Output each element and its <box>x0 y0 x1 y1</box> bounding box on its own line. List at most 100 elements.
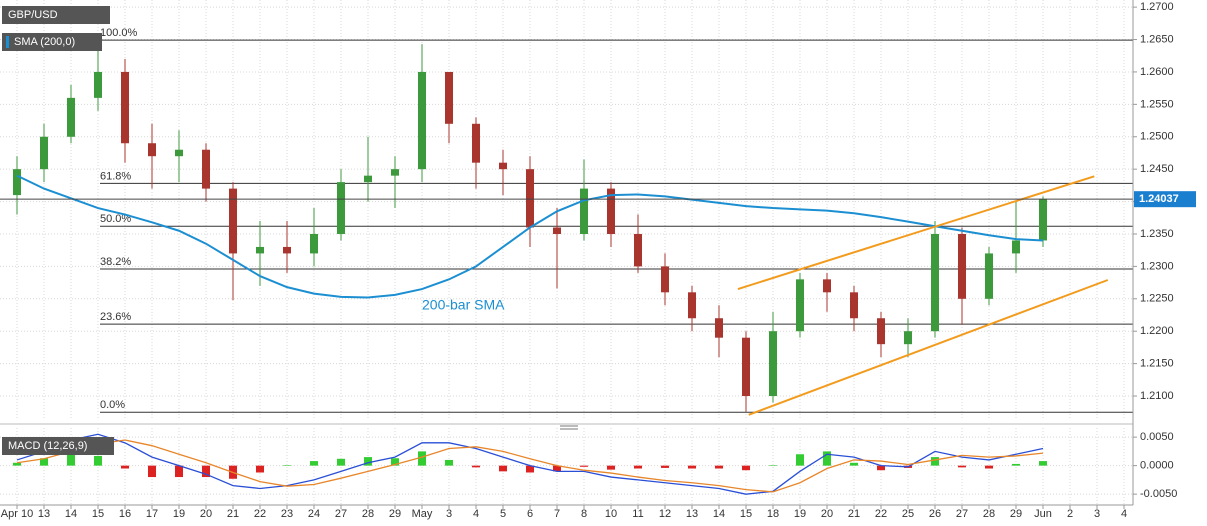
candle-body <box>1039 199 1047 241</box>
candle-body <box>418 71 426 170</box>
histogram-bar <box>688 465 696 469</box>
histogram-bar <box>634 465 642 469</box>
histogram-bar <box>94 455 102 466</box>
last-price-box <box>1134 191 1196 208</box>
annotation: 200-bar SMA <box>422 297 505 313</box>
candle-body <box>715 318 723 338</box>
x-tick-label: 17 <box>146 508 158 520</box>
y-tick-label: -0.0050 <box>1140 488 1177 500</box>
x-tick-label: 12 <box>659 508 671 520</box>
candle-body <box>877 318 885 345</box>
histogram-bar <box>499 465 507 472</box>
x-tick-label: 8 <box>581 508 587 520</box>
candle-body <box>337 182 345 234</box>
candle-body <box>310 233 318 254</box>
histogram-bar <box>661 465 669 468</box>
x-tick-label: 13 <box>38 508 50 520</box>
candle-body <box>796 279 804 332</box>
sma-line <box>16 174 1044 299</box>
candle-body <box>445 71 453 124</box>
histogram-bar <box>580 465 588 467</box>
x-tick-label: 10 <box>605 508 617 520</box>
fib-label: 23.6% <box>100 311 131 323</box>
y-tick-label: 1.2150 <box>1140 358 1174 370</box>
candle-body <box>256 246 264 254</box>
candle-body <box>661 266 669 293</box>
histogram-bar <box>553 465 561 472</box>
y-tick-label: 0.0000 <box>1140 460 1174 472</box>
y-tick-label: 1.2100 <box>1140 390 1174 402</box>
histogram-bar <box>850 462 858 466</box>
candle-body <box>472 123 480 163</box>
candle-body <box>364 175 372 183</box>
macd-panel <box>13 433 1047 495</box>
x-tick-label: 29 <box>389 508 401 520</box>
x-tick-label: 14 <box>65 508 77 520</box>
histogram-bar <box>67 454 75 466</box>
macd-label: MACD (12,26,9) <box>8 440 87 452</box>
candle-body <box>40 136 48 170</box>
y-tick-label: 1.2550 <box>1140 98 1174 110</box>
y-tick-label: 1.2300 <box>1140 260 1174 272</box>
candle-body <box>121 71 129 144</box>
candle-body <box>175 149 183 157</box>
histogram-bar <box>148 465 156 478</box>
x-tick-label: 4 <box>473 508 479 520</box>
macd-line <box>16 433 1044 495</box>
histogram-bar <box>310 461 318 466</box>
candle-body <box>94 71 102 98</box>
histogram-bar <box>607 465 615 470</box>
candle-body <box>904 331 912 345</box>
y-tick-label: 1.2350 <box>1140 228 1174 240</box>
candle-body <box>283 246 291 254</box>
x-tick-label: 22 <box>875 508 887 520</box>
histogram-bar <box>202 465 210 478</box>
legend-box <box>2 33 102 51</box>
legend-label: SMA (200,0) <box>14 36 75 48</box>
legend-box <box>2 437 114 455</box>
x-tick-label: 28 <box>983 508 995 520</box>
fib-label: 38.2% <box>100 256 131 268</box>
histogram-bar <box>877 465 885 471</box>
candle-body <box>769 331 777 397</box>
histogram-bar <box>715 465 723 469</box>
histogram-bar <box>931 457 939 466</box>
candle-body <box>391 169 399 176</box>
histogram-bar <box>418 451 426 466</box>
x-tick-label: 27 <box>956 508 968 520</box>
candle-body <box>823 279 831 293</box>
y-tick-label: 1.2250 <box>1140 293 1174 305</box>
x-tick-label: May <box>412 508 433 520</box>
y-tick-label: 1.2200 <box>1140 325 1174 337</box>
fib-label: 0.0% <box>100 399 125 411</box>
x-tick-label: 6 <box>527 508 533 520</box>
candle-body <box>958 233 966 299</box>
candle-body <box>553 227 561 234</box>
candle-body <box>1012 240 1020 254</box>
histogram-bar <box>445 459 453 466</box>
x-tick-label: 7 <box>554 508 560 520</box>
x-tick-label: 21 <box>848 508 860 520</box>
histogram-bar <box>391 458 399 466</box>
histogram-bar <box>1039 461 1047 466</box>
fib-label: 100.0% <box>100 27 138 39</box>
histogram-bar <box>283 465 291 466</box>
x-tick-label: 26 <box>929 508 941 520</box>
candle-body <box>634 233 642 267</box>
candle-body <box>931 233 939 332</box>
histogram-bar <box>1012 463 1020 466</box>
candle-body <box>580 188 588 234</box>
candle-body <box>985 253 993 299</box>
histogram-bar <box>364 457 372 466</box>
trend-line <box>737 175 1095 291</box>
x-tick-label: 15 <box>740 508 752 520</box>
histogram-bar <box>796 454 804 466</box>
x-tick-label: 21 <box>227 508 239 520</box>
histogram-bar <box>742 465 750 471</box>
x-tick-label: 16 <box>119 508 131 520</box>
candle-body <box>202 149 210 189</box>
x-tick-label: 19 <box>173 508 185 520</box>
symbol-label: GBP/USD <box>8 9 58 21</box>
y-tick-label: 1.2500 <box>1140 131 1174 143</box>
x-tick-label: 24 <box>308 508 320 520</box>
